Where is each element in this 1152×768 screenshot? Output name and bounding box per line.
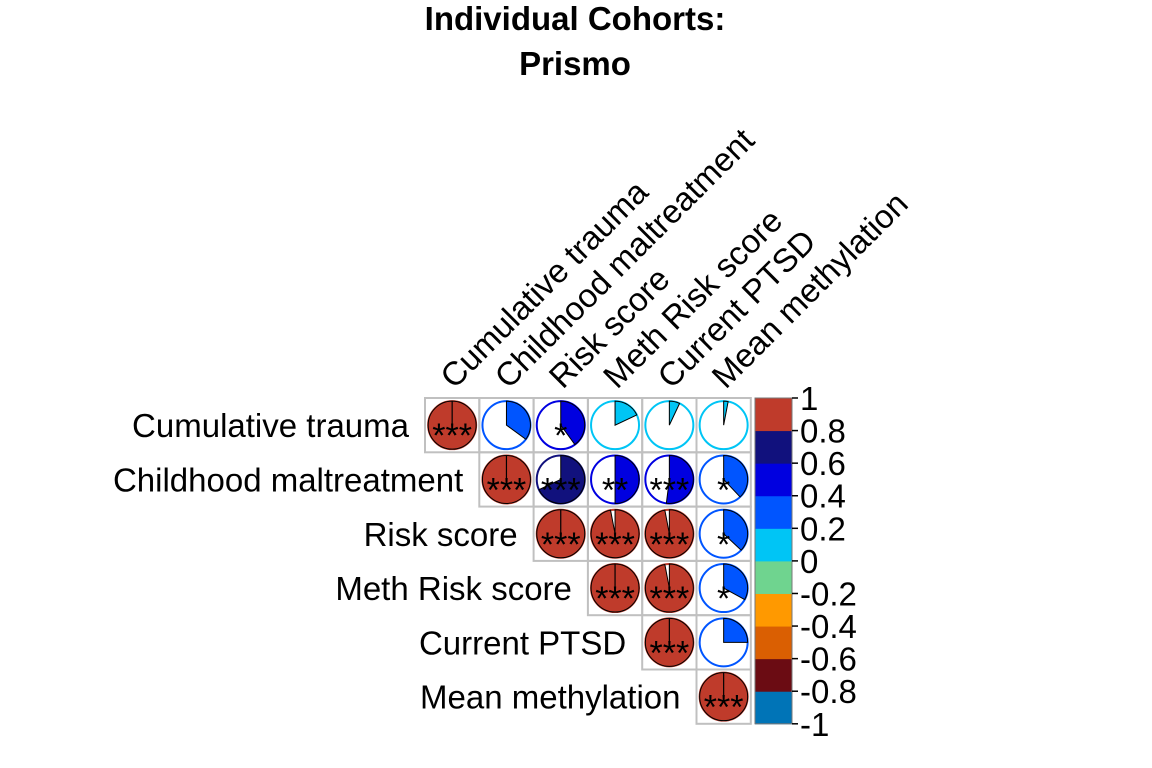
pie-slice	[723, 454, 749, 498]
colorbar-tick-label: -1	[800, 706, 829, 743]
cell-0-4	[641, 397, 698, 454]
pie-slice	[723, 509, 749, 551]
significance-stars: **	[602, 471, 628, 509]
pie-slice	[644, 509, 694, 559]
colorbar-tick-label: 0.6	[800, 445, 846, 482]
cell-4-4: ***	[641, 614, 698, 672]
colorbar-tick-label: -0.6	[800, 641, 857, 678]
cell-4-5	[695, 614, 752, 671]
cell-3-3: ***	[586, 559, 644, 618]
cell-0-0: ***	[424, 397, 481, 455]
pie-slice	[644, 563, 694, 613]
colorbar-segment	[755, 593, 792, 627]
significance-stars: ***	[541, 471, 581, 509]
colorbar-segment	[755, 626, 792, 660]
significance-stars: ***	[649, 580, 689, 618]
significance-stars: ***	[704, 689, 744, 727]
row-label-childhood-maltreatment: Childhood maltreatment	[113, 461, 463, 498]
cell-1-5: *	[695, 451, 752, 509]
significance-stars: *	[717, 526, 730, 564]
colorbar-segment	[755, 658, 792, 692]
significance-stars: ***	[487, 471, 527, 509]
pie-slice	[560, 400, 586, 446]
colorbar-segment	[755, 495, 792, 529]
row-label-mean-methylation: Mean methylation	[420, 679, 680, 716]
pie-slice	[723, 400, 729, 426]
cell-1-4: ***	[641, 451, 698, 509]
pie-slice	[505, 400, 531, 440]
colorbar-tick-label: 1	[800, 380, 818, 417]
row-labels: Cumulative trauma Childhood maltreatment R…	[113, 407, 681, 716]
cell-2-5: *	[695, 505, 752, 564]
cell-3-5: *	[695, 559, 752, 618]
cell-2-4: ***	[641, 505, 698, 564]
cell-0-1	[478, 397, 535, 454]
significance-stars: ***	[649, 634, 689, 672]
row-label-meth-risk-score: Meth Risk score	[335, 570, 572, 607]
colorbar-tick-label: 0.4	[800, 478, 846, 515]
colorbar-legend: 10.80.60.40.20-0.2-0.4-0.6-0.8-1	[754, 380, 857, 743]
cell-2-3: ***	[586, 505, 644, 564]
pie-slice	[723, 617, 749, 643]
colorbar-tick-label: -0.4	[800, 608, 857, 645]
pie-slice	[614, 454, 640, 504]
pie-slice	[538, 454, 586, 504]
significance-stars: ***	[649, 471, 689, 509]
chart-title-line-2: Prismo	[519, 45, 631, 82]
row-label-current-ptsd: Current PTSD	[419, 624, 626, 661]
colorbar-segment	[755, 430, 792, 464]
cell-1-2: ***	[532, 451, 589, 509]
cell-2-2: ***	[532, 505, 589, 564]
pie-slice	[614, 400, 638, 426]
pie-slice	[668, 400, 681, 426]
colorbar-tick-label: 0.2	[800, 510, 846, 547]
colorbar-tick-label: 0.8	[800, 413, 846, 450]
significance-stars: ***	[649, 526, 689, 564]
colorbar-segment	[755, 528, 792, 562]
colorbar-segment	[755, 691, 792, 725]
pie-slice	[590, 509, 640, 559]
pie-slice	[665, 454, 694, 504]
cell-5-5: ***	[695, 668, 752, 727]
row-label-risk-score: Risk score	[364, 516, 518, 553]
colorbar-tick-label: 0	[800, 543, 818, 580]
significance-stars: ***	[595, 526, 635, 564]
chart-title-line-1: Individual Cohorts:	[425, 0, 726, 37]
cell-1-1: ***	[478, 451, 535, 509]
cell-3-4: ***	[641, 559, 698, 618]
cell-0-3	[586, 397, 644, 454]
significance-stars: ***	[541, 526, 581, 564]
colorbar-segment	[755, 398, 792, 432]
colorbar-segment	[755, 560, 792, 594]
cell-0-5	[695, 397, 752, 454]
significance-stars: ***	[432, 417, 472, 455]
colorbar-tick-label: -0.8	[800, 673, 857, 710]
colorbar-segment	[755, 463, 792, 497]
row-label-cumulative-trauma: Cumulative trauma	[132, 407, 410, 444]
cell-1-3: **	[586, 451, 644, 509]
significance-stars: ***	[595, 580, 635, 618]
significance-stars: *	[554, 417, 567, 455]
cell-border	[695, 668, 752, 725]
pie-slice	[723, 563, 749, 601]
correlation-grid: *** **** *** ** *** **** *** *** **** *** *******	[424, 397, 752, 727]
significance-stars: *	[717, 471, 730, 509]
significance-stars: *	[717, 580, 730, 618]
colorbar-tick-label: -0.2	[800, 575, 857, 612]
cell-0-2: *	[532, 397, 589, 455]
